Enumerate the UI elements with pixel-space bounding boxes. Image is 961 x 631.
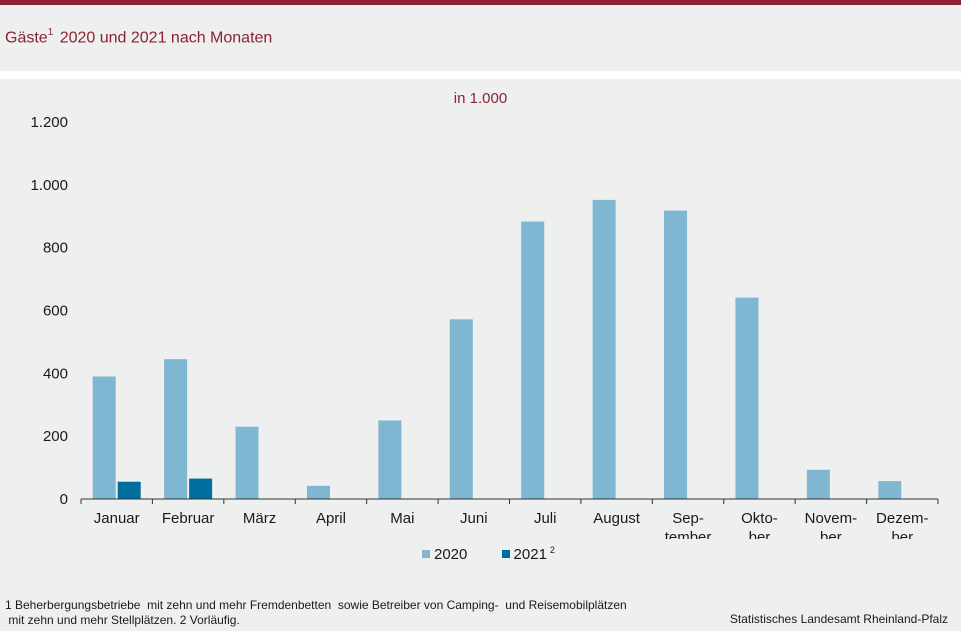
x-tick-label: Februar	[162, 510, 215, 527]
legend-label-2021: 2021	[513, 546, 547, 563]
footnote: 1 Beherbergungsbetriebe mit zehn und meh…	[5, 598, 627, 627]
bar-2020	[164, 359, 188, 499]
legend: 2020 2021 2	[422, 545, 585, 563]
title-text: Gäste	[5, 29, 48, 47]
bar-2020	[878, 481, 902, 499]
bar-2020	[306, 485, 330, 499]
x-tick-label: ber	[891, 529, 913, 539]
x-tick-label: März	[243, 510, 276, 527]
y-tick-label: 1.200	[30, 114, 68, 131]
legend-label-2020: 2020	[434, 546, 468, 563]
title-text-rest: 2020 und 2021 nach Monaten	[55, 29, 273, 47]
bar-2020	[235, 426, 259, 499]
legend-item-2021: 2021 2	[501, 545, 555, 563]
x-tick-label: Okto-	[741, 510, 778, 527]
x-tick-label: Mai	[390, 510, 414, 527]
bar-2020	[806, 469, 830, 499]
y-tick-label: 600	[43, 303, 68, 320]
legend-swatch-2020	[422, 550, 430, 558]
bar-2020	[592, 199, 616, 499]
y-tick-label: 400	[43, 365, 68, 382]
bar-2021	[117, 481, 141, 499]
y-tick-label: 200	[43, 428, 68, 445]
x-tick-label: Sep-	[672, 510, 704, 527]
bar-2020	[664, 210, 688, 499]
y-tick-label: 800	[43, 240, 68, 257]
legend-item-2020: 2020	[422, 546, 467, 563]
bar-2020	[735, 297, 759, 499]
legend-footnote-mark: 2	[549, 545, 555, 555]
title-footnote-mark: 1	[47, 27, 54, 38]
x-tick-label: Dezem-	[876, 510, 929, 527]
chart-title: Gäste1 2020 und 2021 nach Monaten	[5, 27, 273, 47]
title-band	[0, 5, 961, 71]
bar-2020	[449, 319, 473, 499]
bar-2020	[92, 376, 116, 499]
x-tick-label: August	[593, 510, 641, 527]
x-tick-label: April	[316, 510, 346, 527]
bar-2021	[189, 478, 213, 499]
bar-2020	[378, 420, 402, 499]
legend-swatch-2021	[501, 550, 510, 558]
x-tick-label: tember	[665, 529, 712, 539]
x-tick-label: ber	[820, 529, 842, 539]
source-credit: Statistisches Landesamt Rheinland-Pfalz	[729, 612, 948, 626]
top-accent-rule	[0, 0, 961, 5]
y-tick-label: 0	[60, 491, 68, 508]
unit-label: in 1.000	[453, 90, 508, 107]
x-tick-label: Januar	[94, 510, 140, 527]
x-tick-label: Juli	[534, 510, 557, 527]
bar-chart: 0 200 400 600 800 1.000 1.200 Januar Februar März…	[30, 114, 939, 539]
x-tick-label: Juni	[460, 510, 488, 527]
y-tick-label: 1.000	[30, 177, 68, 194]
bar-2020	[521, 221, 545, 500]
separator	[0, 71, 961, 79]
x-tick-label: Novem-	[805, 510, 858, 527]
x-tick-label: ber	[749, 529, 771, 539]
